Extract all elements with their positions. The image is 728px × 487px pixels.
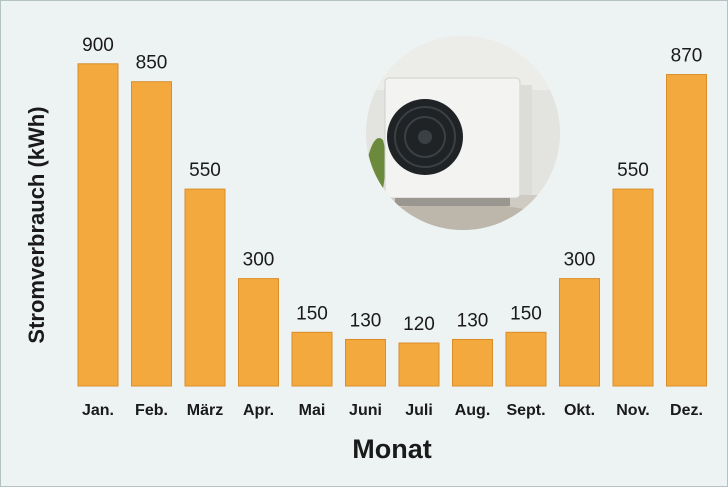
- value-label: 850: [136, 53, 168, 74]
- x-tick-label: Sept.: [506, 402, 545, 419]
- bar: [666, 74, 707, 387]
- x-tick-label: Apr.: [243, 402, 274, 419]
- value-label: 130: [457, 310, 489, 331]
- x-axis-label: Monat: [352, 434, 431, 464]
- x-tick-label: Dez.: [670, 402, 703, 419]
- value-label: 550: [189, 160, 221, 181]
- x-tick-label: Juni: [349, 402, 382, 419]
- value-label: 120: [403, 314, 435, 335]
- y-axis-label: Stromverbrauch (kWh): [24, 106, 49, 343]
- bar: [345, 338, 386, 387]
- value-label: 300: [243, 250, 275, 271]
- value-label: 150: [510, 303, 542, 324]
- value-label: 150: [296, 303, 328, 324]
- bar: [291, 331, 333, 387]
- x-tick-label: Feb.: [135, 402, 168, 419]
- value-label: 300: [564, 250, 596, 271]
- value-label: 900: [82, 35, 114, 56]
- value-label: 870: [671, 46, 703, 67]
- x-tick-label: Juli: [405, 402, 433, 419]
- bar: [505, 331, 547, 387]
- bar: [77, 63, 119, 387]
- bar: [398, 342, 440, 387]
- bar: [452, 338, 493, 387]
- bar: [184, 188, 226, 387]
- bar: [238, 278, 279, 387]
- value-label: 130: [350, 310, 382, 331]
- x-tick-label: Okt.: [564, 402, 595, 419]
- bar: [559, 278, 600, 387]
- x-tick-label: Mai: [299, 402, 326, 419]
- x-tick-label: März: [187, 402, 223, 419]
- x-tick-label: Nov.: [616, 402, 649, 419]
- bar: [131, 81, 172, 387]
- value-label: 550: [617, 160, 649, 181]
- x-tick-label: Aug.: [455, 402, 491, 419]
- bar: [612, 188, 654, 387]
- x-tick-label: Jan.: [82, 402, 114, 419]
